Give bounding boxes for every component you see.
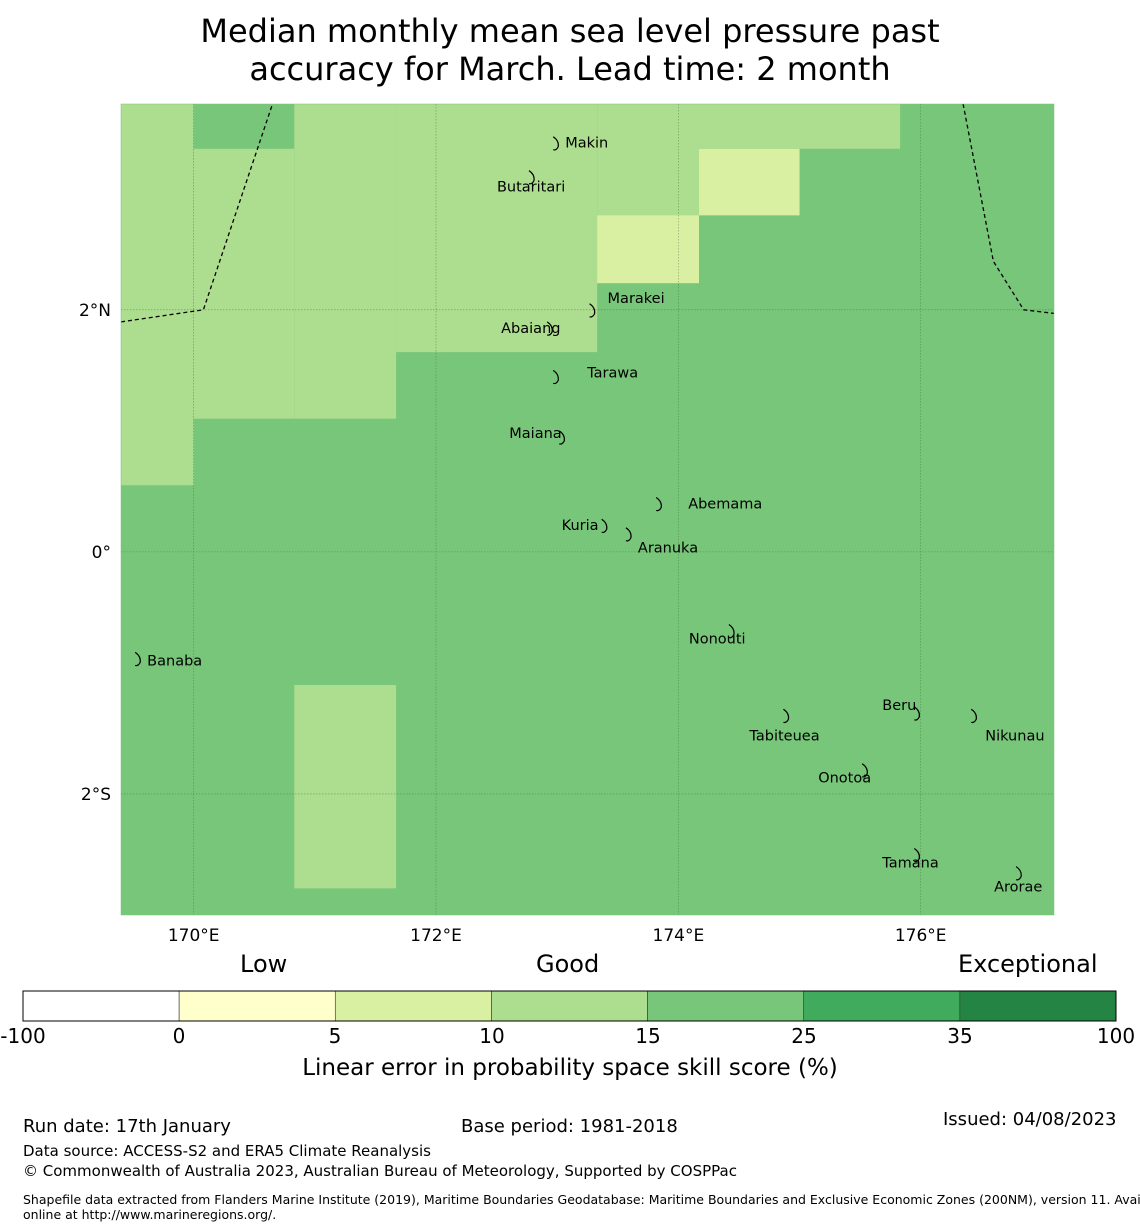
map-frame: [120, 103, 1055, 916]
island-outline: [589, 303, 596, 318]
shapefile-credit-line-1: Shapefile data extracted from Flanders M…: [23, 1192, 1140, 1207]
island-outline: [1015, 866, 1022, 881]
island-outline: [728, 624, 735, 639]
skill-cell: [294, 104, 397, 419]
colorbar-tick-label: 35: [947, 1024, 973, 1048]
colorbar-bin: [803, 990, 961, 1022]
island-label: Kuria: [562, 518, 599, 534]
skill-cell: [597, 215, 699, 284]
title-line-1: Median monthly mean sea level pressure p…: [200, 12, 940, 50]
island-outline: [970, 708, 977, 724]
island-label: Aranuka: [638, 541, 698, 557]
longitude-tick-label: 176°E: [895, 926, 947, 946]
colorbar-bin: [647, 990, 805, 1022]
title-line-2: accuracy for March. Lead time: 2 month: [249, 50, 891, 88]
skill-cell: [698, 104, 901, 149]
island-outline: [913, 847, 921, 863]
colorbar-tick-label: 25: [791, 1024, 817, 1048]
chart-title: Median monthly mean sea level pressure p…: [0, 12, 1140, 88]
category-low-label: Low: [240, 950, 288, 978]
island-label: Banaba: [147, 653, 202, 669]
latitude-tick-label: 2°S: [81, 785, 111, 805]
island-label: Beru: [882, 698, 916, 714]
colorbar-tick-label: 15: [635, 1024, 661, 1048]
island-label: Tabiteuea: [748, 728, 819, 744]
island-label: Tarawa: [586, 365, 638, 381]
longitude-tick-label: 170°E: [168, 926, 220, 946]
eez-boundary-line: [962, 103, 1055, 315]
island-outline: [528, 170, 535, 185]
skill-cell: [193, 148, 295, 419]
base-period: Base period: 1981-2018: [461, 1116, 678, 1137]
colorbar-bin: [491, 990, 648, 1022]
colorbar-tick-label: -100: [0, 1024, 46, 1048]
longitude-tick-label: 174°E: [653, 926, 705, 946]
island-outline: [625, 527, 632, 542]
island-outline: [861, 763, 868, 778]
skill-cell: [294, 685, 397, 889]
island-label: Onotoa: [818, 771, 871, 787]
island-label: Butaritari: [497, 180, 565, 196]
island-label: Marakei: [608, 291, 665, 307]
longitude-tick-label: 172°E: [410, 926, 462, 946]
island-outline: [558, 430, 566, 445]
island-label: Arorae: [994, 880, 1042, 896]
shapefile-credit-line-2: online at http://www.marineregions.org/.: [23, 1207, 277, 1222]
island-label: Maiana: [509, 426, 561, 442]
island-outline: [913, 706, 921, 721]
colorbar-bin: [178, 990, 336, 1022]
colorbar-bin: [334, 990, 492, 1022]
island-outline: [601, 518, 608, 534]
island-outline: [552, 369, 559, 385]
island-label: Makin: [565, 136, 608, 152]
category-exceptional-label: Exceptional: [958, 950, 1098, 978]
island-outline: [134, 651, 141, 667]
island-label: Abemama: [688, 496, 762, 512]
island-outline: [783, 708, 790, 724]
skill-cell: [193, 104, 295, 149]
skill-cell: [121, 104, 194, 486]
category-good-label: Good: [536, 950, 600, 978]
island-label: Tamana: [881, 855, 938, 871]
island-label: Abaiang: [501, 321, 560, 337]
colorbar-bin: [959, 990, 1117, 1022]
run-date: Run date: 17th January: [23, 1116, 231, 1137]
issued-date: Issued: 04/08/2023: [943, 1109, 1117, 1130]
data-source: Data source: ACCESS-S2 and ERA5 Climate …: [23, 1142, 431, 1160]
colorbar-frame: [22, 990, 1117, 1022]
copyright: © Commonwealth of Australia 2023, Austra…: [23, 1162, 737, 1180]
skill-cell: [698, 148, 800, 216]
island-label: Nikunau: [985, 728, 1044, 744]
colorbar-tick-label: 100: [1096, 1024, 1136, 1048]
island-label: Nonouti: [689, 632, 746, 648]
colorbar-label: Linear error in probability space skill …: [302, 1055, 838, 1081]
island-outline: [552, 136, 559, 151]
skill-cell: [396, 104, 598, 353]
colorbar-tick-label: 10: [479, 1024, 505, 1048]
latitude-tick-label: 2°N: [79, 301, 111, 321]
island-outline: [655, 496, 662, 512]
latitude-tick-label: 0°: [92, 543, 111, 563]
colorbar-tick-label: 0: [172, 1024, 186, 1048]
colorbar-bin: [22, 990, 180, 1022]
colorbar-tick-label: 5: [328, 1024, 342, 1048]
island-outline: [546, 321, 553, 336]
